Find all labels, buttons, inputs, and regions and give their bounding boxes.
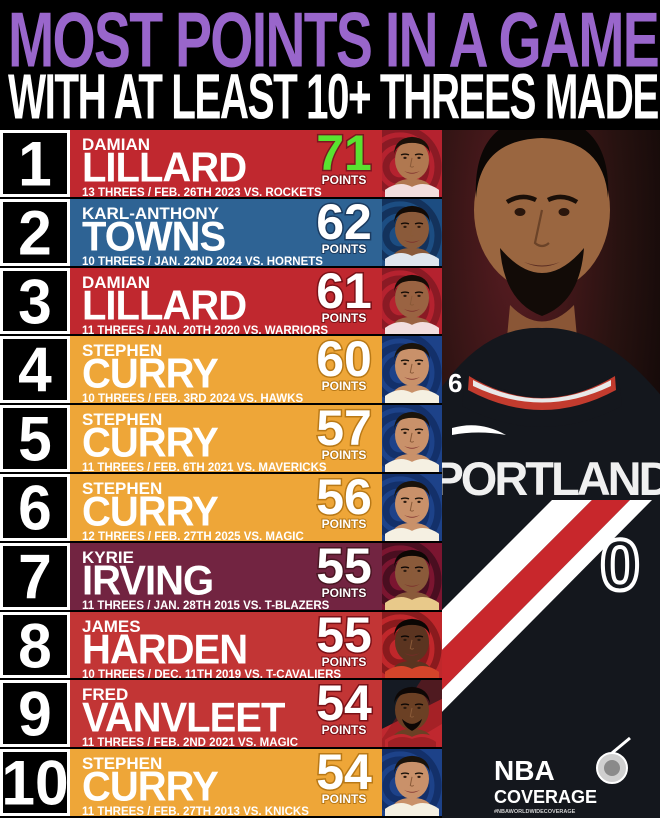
svg-text:COVERAGE: COVERAGE: [494, 787, 597, 807]
svg-text:PORTLAND: PORTLAND: [442, 452, 660, 505]
svg-text:NBA: NBA: [494, 755, 555, 786]
svg-text:6: 6: [448, 368, 462, 398]
svg-text:#NBAWORLDWIDECOVERAGE: #NBAWORLDWIDECOVERAGE: [494, 809, 576, 815]
